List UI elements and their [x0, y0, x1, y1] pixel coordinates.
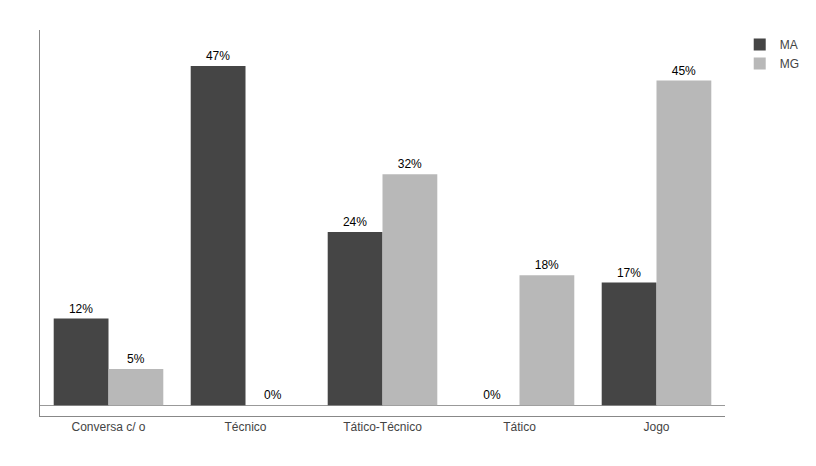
svg-text:47%: 47%: [206, 49, 230, 63]
svg-text:45%: 45%: [672, 64, 696, 78]
svg-text:0%: 0%: [264, 388, 282, 402]
svg-text:Tático: Tático: [503, 420, 536, 434]
svg-text:32%: 32%: [398, 157, 422, 171]
svg-text:5%: 5%: [127, 352, 145, 366]
svg-text:17%: 17%: [617, 266, 641, 280]
svg-text:MG: MG: [780, 57, 799, 71]
svg-text:Técnico: Técnico: [224, 420, 266, 434]
svg-text:Jogo: Jogo: [643, 420, 669, 434]
svg-text:24%: 24%: [343, 215, 367, 229]
svg-text:12%: 12%: [69, 302, 93, 316]
svg-text:Conversa c/ o: Conversa c/ o: [71, 420, 145, 434]
svg-text:Tático-Técnico: Tático-Técnico: [343, 420, 422, 434]
svg-text:18%: 18%: [535, 258, 559, 272]
svg-text:0%: 0%: [483, 388, 501, 402]
svg-text:MA: MA: [780, 38, 798, 52]
